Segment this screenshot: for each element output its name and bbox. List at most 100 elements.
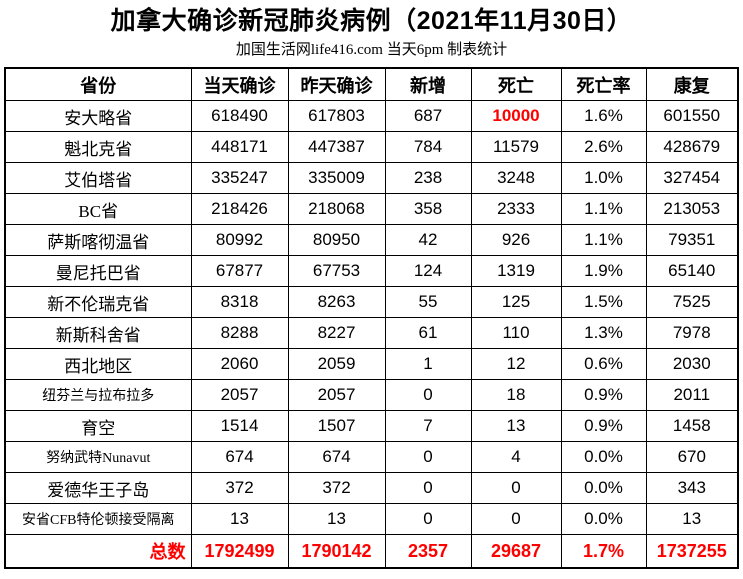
page-subtitle: 加国生活网life416.com 当天6pm 制表统计 — [235, 42, 508, 58]
cell-today-confirmed: 2060 — [190, 348, 289, 380]
cell-death-rate: 1.9% — [560, 255, 647, 287]
cell-today-confirmed: 8288 — [190, 317, 289, 349]
cell-today-confirmed: 372 — [190, 472, 289, 504]
cell-today-confirmed: 218426 — [190, 193, 289, 225]
cell-yesterday-confirmed: 447387 — [287, 131, 386, 163]
cell-deaths: 1319 — [470, 255, 562, 287]
cell-today-confirmed: 2057 — [190, 379, 289, 411]
cell-new-cases: 0 — [384, 379, 472, 411]
table-row: 纽芬兰与拉布拉多 2057 2057 0 18 0.9% 2011 — [4, 379, 739, 411]
cell-deaths: 3248 — [470, 162, 562, 194]
cell-recovered: 1458 — [645, 410, 739, 442]
cell-province: 努纳武特Nunavut — [4, 441, 192, 473]
cell-province: 安大略省 — [4, 100, 192, 132]
table-row: 萨斯喀彻温省 80992 80950 42 926 1.1% 79351 — [4, 224, 739, 256]
cell-new-cases: 0 — [384, 441, 472, 473]
cell-new-cases: 687 — [384, 100, 472, 132]
table-row: 艾伯塔省 335247 335009 238 3248 1.0% 327454 — [4, 162, 739, 194]
cell-new-cases: 0 — [384, 503, 472, 535]
cell-yesterday-confirmed: 80950 — [287, 224, 386, 256]
cell-death-rate: 1.5% — [560, 286, 647, 318]
cell-death-rate: 1.1% — [560, 224, 647, 256]
cell-today-confirmed: 674 — [190, 441, 289, 473]
header-row: 省份 当天确诊 昨天确诊 新增 死亡 死亡率 康复 — [4, 67, 739, 101]
cell-death-rate: 2.6% — [560, 131, 647, 163]
cell-yesterday-confirmed: 2057 — [287, 379, 386, 411]
cell-province: 艾伯塔省 — [4, 162, 192, 194]
cell-today-confirmed: 448171 — [190, 131, 289, 163]
cell-new-cases: 42 — [384, 224, 472, 256]
cell-death-rate: 0.0% — [560, 441, 647, 473]
cell-death-rate: 0.9% — [560, 379, 647, 411]
header-death-rate: 死亡率 — [560, 67, 647, 101]
cell-deaths: 18 — [470, 379, 562, 411]
cell-recovered: 2011 — [645, 379, 739, 411]
cell-province: 安省CFB特伦顿接受隔离 — [4, 503, 192, 535]
header-province: 省份 — [4, 67, 192, 101]
total-row: 总数 1792499 1790142 2357 29687 1.7% 17372… — [4, 534, 739, 569]
cell-yesterday-confirmed: 2059 — [287, 348, 386, 380]
cell-deaths: 0 — [470, 472, 562, 504]
table-row: 爱德华王子岛 372 372 0 0 0.0% 343 — [4, 472, 739, 504]
cell-death-rate: 1.6% — [560, 100, 647, 132]
cell-death-rate: 0.6% — [560, 348, 647, 380]
table-row: 魁北克省 448171 447387 784 11579 2.6% 428679 — [4, 131, 739, 163]
cell-deaths: 12 — [470, 348, 562, 380]
cell-recovered: 343 — [645, 472, 739, 504]
table-row: 安大略省 618490 617803 687 10000 1.6% 601550 — [4, 100, 739, 132]
cell-new-cases: 358 — [384, 193, 472, 225]
cell-province: 育空 — [4, 410, 192, 442]
header-deaths: 死亡 — [470, 67, 562, 101]
cell-today-confirmed: 67877 — [190, 255, 289, 287]
cell-recovered: 670 — [645, 441, 739, 473]
table-row: 新斯科舍省 8288 8227 61 110 1.3% 7978 — [4, 317, 739, 349]
cell-yesterday-confirmed: 8263 — [287, 286, 386, 318]
cell-new-cases: 7 — [384, 410, 472, 442]
cell-today-confirmed: 80992 — [190, 224, 289, 256]
cell-death-rate: 0.0% — [560, 503, 647, 535]
cell-today-confirmed: 8318 — [190, 286, 289, 318]
cell-today-confirmed: 335247 — [190, 162, 289, 194]
cell-death-rate: 1.3% — [560, 317, 647, 349]
cell-today-confirmed: 13 — [190, 503, 289, 535]
cell-deaths: 110 — [470, 317, 562, 349]
table-row: 育空 1514 1507 7 13 0.9% 1458 — [4, 410, 739, 442]
cell-deaths: 125 — [470, 286, 562, 318]
cell-new-cases: 0 — [384, 472, 472, 504]
total-yesterday-confirmed: 1790142 — [287, 534, 386, 569]
cell-yesterday-confirmed: 8227 — [287, 317, 386, 349]
cell-province: 西北地区 — [4, 348, 192, 380]
cell-recovered: 79351 — [645, 224, 739, 256]
cell-deaths: 926 — [470, 224, 562, 256]
total-deaths: 29687 — [470, 534, 562, 569]
cell-yesterday-confirmed: 1507 — [287, 410, 386, 442]
cell-new-cases: 784 — [384, 131, 472, 163]
cell-yesterday-confirmed: 674 — [287, 441, 386, 473]
table-row: BC省 218426 218068 358 2333 1.1% 213053 — [4, 193, 739, 225]
cell-death-rate: 1.1% — [560, 193, 647, 225]
cell-recovered: 2030 — [645, 348, 739, 380]
table-row: 曼尼托巴省 67877 67753 124 1319 1.9% 65140 — [4, 255, 739, 287]
table-row: 安省CFB特伦顿接受隔离 13 13 0 0 0.0% 13 — [4, 503, 739, 535]
total-death-rate: 1.7% — [560, 534, 647, 569]
total-recovered: 1737255 — [645, 534, 739, 569]
cell-yesterday-confirmed: 218068 — [287, 193, 386, 225]
cell-deaths: 4 — [470, 441, 562, 473]
cell-death-rate: 1.0% — [560, 162, 647, 194]
cell-today-confirmed: 618490 — [190, 100, 289, 132]
total-today-confirmed: 1792499 — [190, 534, 289, 569]
cell-recovered: 327454 — [645, 162, 739, 194]
cell-deaths: 13 — [470, 410, 562, 442]
cell-province: 新斯科舍省 — [4, 317, 192, 349]
cell-province: 曼尼托巴省 — [4, 255, 192, 287]
cell-deaths: 0 — [470, 503, 562, 535]
table-row: 努纳武特Nunavut 674 674 0 4 0.0% 670 — [4, 441, 739, 473]
cell-province: 爱德华王子岛 — [4, 472, 192, 504]
cell-deaths-highlighted: 10000 — [470, 100, 562, 132]
cell-recovered: 213053 — [645, 193, 739, 225]
cell-recovered: 7525 — [645, 286, 739, 318]
cell-death-rate: 0.9% — [560, 410, 647, 442]
cell-province: 魁北克省 — [4, 131, 192, 163]
cell-death-rate: 0.0% — [560, 472, 647, 504]
cell-new-cases: 238 — [384, 162, 472, 194]
